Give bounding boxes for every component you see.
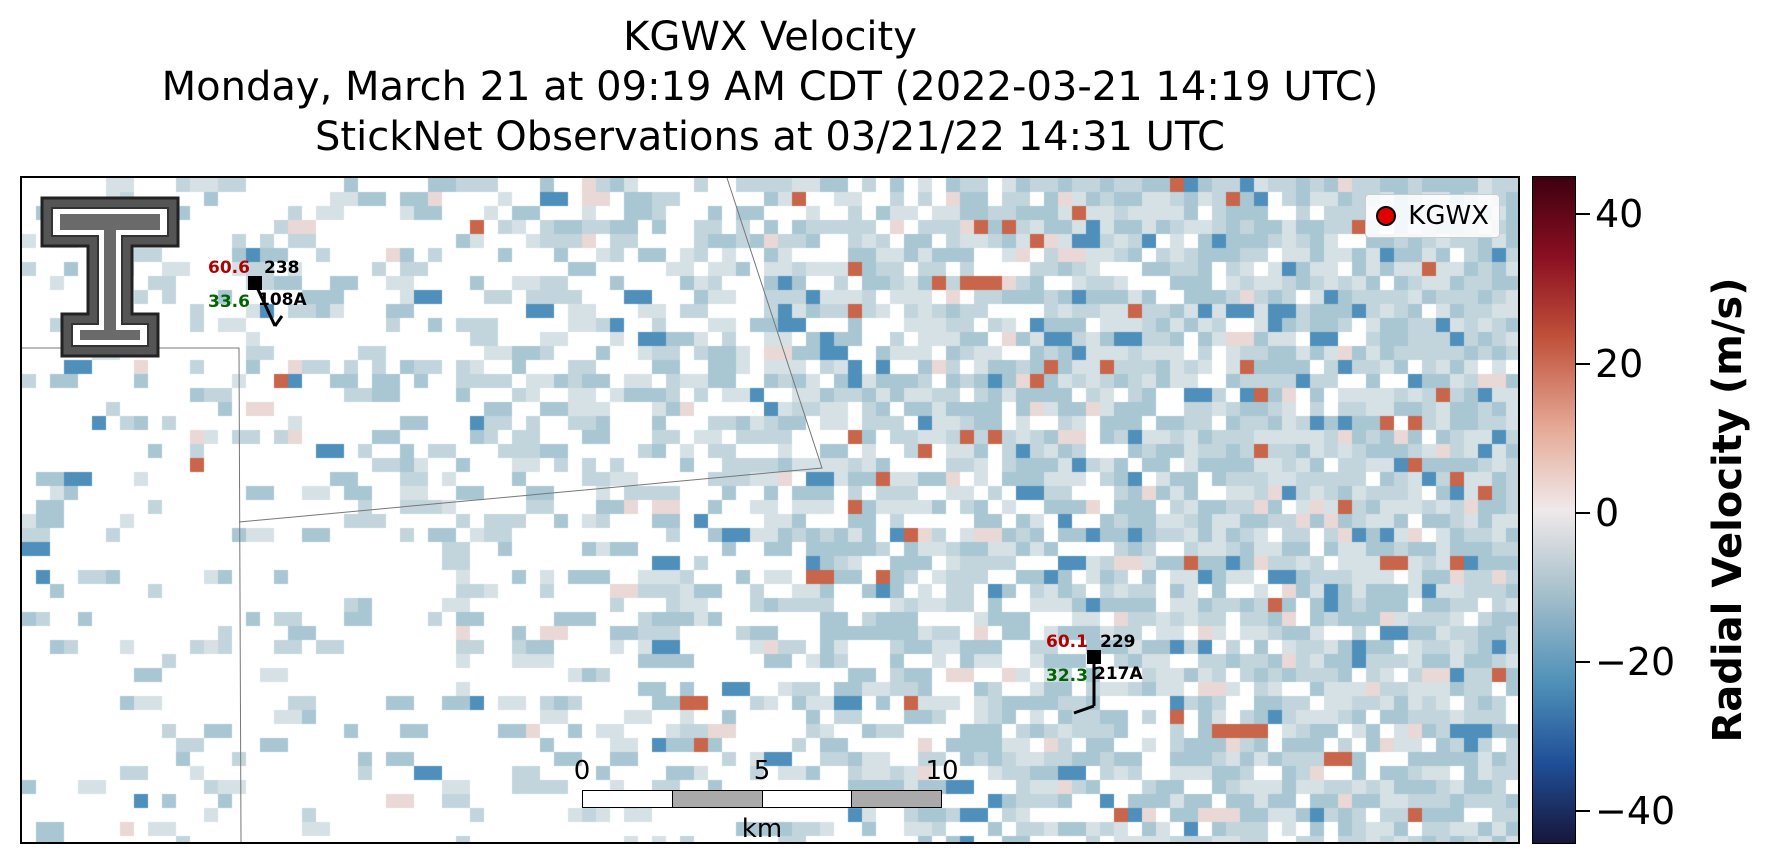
colorbar	[1532, 176, 1576, 844]
scale-unit: km	[741, 814, 783, 844]
legend-label: KGWX	[1408, 201, 1489, 231]
wind-barb-flag	[273, 315, 284, 327]
figure-title: KGWX Velocity Monday, March 21 at 09:19 …	[20, 12, 1520, 162]
title-line-3: StickNet Observations at 03/21/22 14:31 …	[315, 114, 1225, 160]
scale-bar-segments	[582, 790, 942, 808]
radar-map[interactable]: 60.6 238 33.6 108A 60.1 229 32.3 217A KG…	[20, 176, 1520, 844]
station-dewpoint: 32.3	[1046, 666, 1088, 686]
colorbar-tick-label: 40	[1595, 192, 1644, 236]
colorbar-tick	[1576, 213, 1590, 215]
colorbar-tick-label: −20	[1595, 640, 1676, 684]
velocity-field	[22, 178, 1518, 842]
colorbar-tick-label: 0	[1595, 491, 1620, 535]
colorbar-tick	[1576, 810, 1590, 812]
station-temperature: 60.6	[208, 258, 250, 278]
colorbar-tick	[1576, 661, 1590, 663]
station-temperature: 60.1	[1046, 632, 1088, 652]
station-id: 217A	[1094, 664, 1143, 684]
scale-tick: 0	[573, 756, 591, 786]
logo-core	[60, 214, 160, 340]
county-boundary	[22, 347, 242, 842]
county-boundary	[238, 178, 823, 523]
title-line-2: Monday, March 21 at 09:19 AM CDT (2022-0…	[161, 64, 1379, 110]
wind-barb	[253, 282, 277, 327]
wind-barb-flag	[1073, 704, 1095, 715]
scale-tick: 5	[753, 756, 771, 786]
colorbar-tick-label: 20	[1595, 342, 1644, 386]
colorbar-title: Radial Velocity (m/s)	[1705, 277, 1751, 743]
colorbar-tick	[1576, 512, 1590, 514]
texas-tech-logo	[40, 196, 180, 358]
radar-site-marker-icon	[1376, 206, 1397, 226]
scale-bar: 0 5 10 km	[574, 756, 959, 842]
station-wind-direction: 229	[1100, 632, 1136, 652]
station-dewpoint: 33.6	[208, 292, 250, 312]
station-wind-direction: 238	[264, 258, 300, 278]
scale-tick: 10	[925, 756, 959, 786]
map-legend: KGWX	[1365, 194, 1500, 238]
station-id: 108A	[258, 290, 307, 310]
colorbar-tick-label: −40	[1595, 789, 1676, 833]
title-line-1: KGWX Velocity	[623, 14, 917, 60]
colorbar-tick	[1576, 363, 1590, 365]
